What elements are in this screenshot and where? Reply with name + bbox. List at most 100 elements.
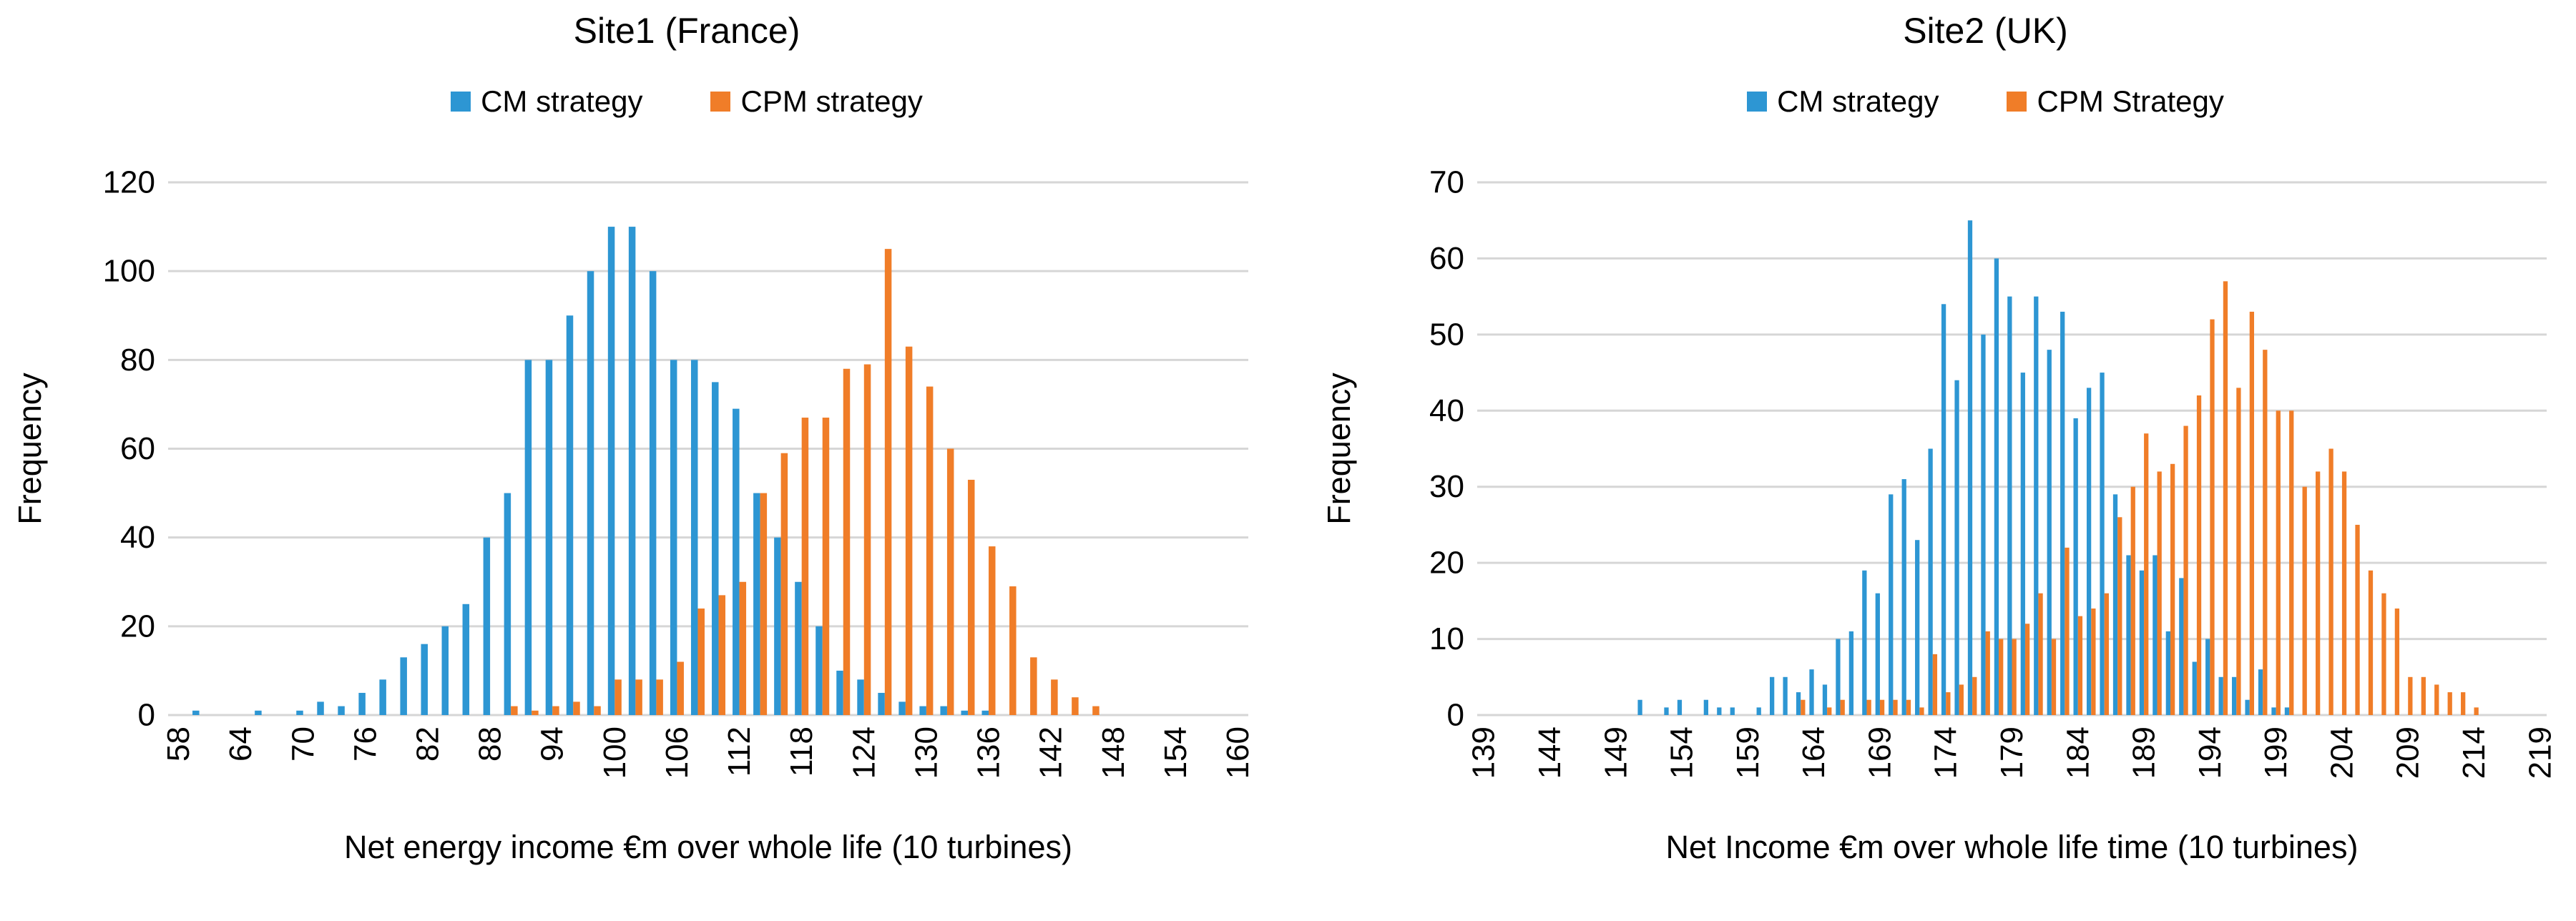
x-tick-label: 76: [348, 727, 383, 762]
cm-bar-188: [2126, 555, 2131, 715]
cpm-bar-136: [989, 546, 996, 715]
cpm-bar-142: [1051, 679, 1058, 715]
cpm-bar-183: [2065, 547, 2070, 715]
cm-bar-165: [1822, 684, 1828, 715]
cpm-bar-190: [2157, 471, 2162, 715]
cm-bar-124: [857, 679, 864, 715]
cm-bar-175: [1954, 380, 1959, 715]
y-tick-label: 10: [1429, 621, 1464, 656]
cpm-bar-189: [2144, 433, 2149, 715]
cpm-bar-104: [656, 679, 663, 715]
cm-bar-171: [1901, 479, 1906, 715]
x-tick-label: 118: [784, 727, 819, 777]
cpm-bar-96: [573, 701, 580, 716]
chart-site1-france: Site1 (France) CM strategy CPM strategy …: [11, 11, 1255, 866]
cm-bar-194: [2205, 639, 2210, 715]
cpm-bar-184: [2077, 616, 2083, 715]
cpm-bar-130: [926, 386, 934, 715]
cm-bar-156: [1703, 699, 1708, 715]
cpm-bar-98: [594, 706, 601, 715]
cpm-bar-134: [967, 479, 975, 715]
x-tick-label: 124: [846, 727, 881, 779]
cm-bar-126: [878, 692, 885, 715]
cm-bar-192: [2179, 578, 2184, 715]
cpm-bar-126: [884, 249, 892, 716]
cpm-bar-185: [2091, 609, 2096, 715]
x-axis-title: Net energy income €m over whole life (10…: [344, 829, 1072, 865]
cm-bar-184: [2073, 418, 2078, 715]
x-tick-label: 194: [2193, 727, 2228, 779]
x-tick-label: 164: [1796, 727, 1831, 779]
cm-bar-98: [587, 271, 594, 715]
cpm-bar-170: [1893, 699, 1898, 715]
cm-bar-92: [524, 360, 532, 715]
cpm-bar-132: [946, 448, 954, 715]
x-tick-label: 149: [1598, 727, 1633, 779]
cm-bar-154: [1677, 699, 1683, 715]
cpm-bar-118: [801, 418, 809, 715]
y-tick-label: 0: [1447, 698, 1464, 733]
cm-bar-200: [2284, 707, 2290, 715]
cpm-bar-112: [739, 581, 747, 715]
y-tick-label: 60: [1429, 241, 1464, 276]
y-tick-label: 50: [1429, 317, 1464, 352]
cm-bar-153: [1664, 707, 1669, 715]
cm-bar-170: [1889, 494, 1894, 715]
x-tick-label: 139: [1466, 727, 1502, 779]
cm-bar-90: [504, 493, 511, 715]
legend-swatch-cpm-icon: [710, 92, 731, 112]
x-tick-label: 136: [971, 727, 1007, 779]
cm-bar-128: [898, 701, 906, 716]
cm-bar-190: [2153, 555, 2158, 715]
cpm-bar-202: [2316, 471, 2321, 715]
cm-bar-94: [545, 360, 553, 715]
cm-bar-196: [2231, 676, 2237, 715]
cm-bar-158: [1730, 707, 1735, 715]
y-tick-label: 120: [103, 165, 155, 200]
cpm-bar-106: [677, 661, 684, 715]
legend-swatch-cm-icon: [1747, 92, 1768, 112]
cm-bar-180: [2020, 373, 2025, 715]
legend-item-cm: CM strategy: [1747, 84, 1939, 119]
legend-label-cpm: CPM Strategy: [2037, 84, 2224, 118]
x-tick-label: 169: [1862, 727, 1897, 779]
y-tick-label: 80: [120, 343, 155, 378]
cpm-bar-165: [1827, 707, 1832, 715]
x-tick-label: 209: [2391, 727, 2426, 779]
cpm-bar-146: [1092, 706, 1100, 715]
cm-bar-82: [421, 644, 428, 715]
cm-bar-102: [628, 227, 636, 715]
legend-label-cm: CM strategy: [1777, 84, 1939, 118]
x-tick-label: 112: [722, 727, 757, 777]
legend-item-cpm: CPM strategy: [710, 84, 923, 119]
y-axis-title: Frequency: [1321, 373, 1357, 525]
cm-bar-120: [816, 626, 823, 715]
cpm-bar-197: [2249, 311, 2254, 715]
cpm-bar-171: [1906, 699, 1911, 715]
cm-bar-86: [462, 604, 470, 715]
cm-bar-164: [1809, 669, 1814, 715]
cpm-bar-201: [2302, 486, 2307, 715]
plot-area-site1: 0 20 40 60 80 100 120 58 64 70 76 82 88 94 100 106 112 11…: [11, 165, 1255, 866]
cm-bar-160: [1756, 707, 1761, 715]
cm-bar-189: [2139, 570, 2145, 715]
cm-bar-168: [1862, 570, 1867, 715]
cm-bar-179: [2007, 296, 2012, 715]
cpm-bar-194: [2210, 319, 2215, 715]
cpm-bar-169: [1879, 699, 1885, 715]
cm-bar-136: [981, 710, 989, 715]
x-tick-label: 219: [2522, 727, 2557, 779]
cpm-bar-92: [532, 710, 539, 715]
y-tick-label: 70: [1429, 165, 1464, 200]
y-axis-title: Frequency: [11, 373, 48, 525]
cm-bar-132: [940, 706, 947, 715]
cm-bar-172: [1915, 540, 1920, 715]
cm-bar-195: [2218, 676, 2223, 715]
x-axis-title: Net Income €m over whole life time (10 t…: [1666, 829, 2359, 865]
y-tick-label: 60: [120, 431, 155, 466]
cpm-bar-174: [1946, 692, 1951, 715]
cm-bar-167: [1848, 631, 1854, 715]
chart-title-site1: Site1 (France): [573, 11, 800, 51]
cm-bar-70: [296, 710, 303, 715]
